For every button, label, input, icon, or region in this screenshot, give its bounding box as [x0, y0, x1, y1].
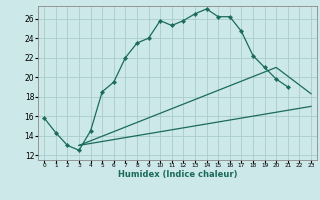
X-axis label: Humidex (Indice chaleur): Humidex (Indice chaleur) [118, 170, 237, 179]
